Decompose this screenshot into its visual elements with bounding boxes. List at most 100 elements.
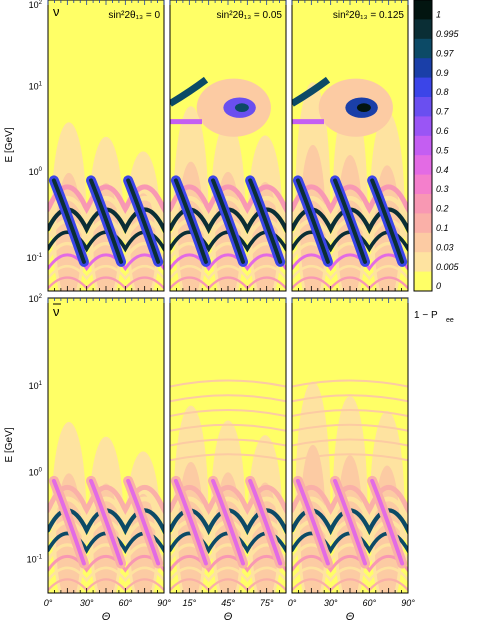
oscillation-band [292,196,408,225]
oscillation-band [170,453,286,462]
oscillation-band [292,253,408,272]
colorbar-swatch [414,271,432,292]
resonance-streak [51,478,86,566]
oscillation-band [170,423,286,432]
y-tick-label: 101 [29,82,43,92]
panel-antineutrino-theta0 [47,297,165,594]
colorbar-tick-label: 0.2 [436,204,449,214]
panel-antineutrino-theta0125 [291,297,409,594]
colorbar-swatch [414,58,432,79]
colorbar-tick-label: 0.97 [436,48,455,58]
resonance-streak [126,478,161,566]
oscillation-band [292,207,408,235]
colorbar-swatch [414,135,432,156]
colorbar-tick-label: 0.5 [436,145,450,155]
colorbar-swatch [414,38,432,59]
resonance-streak [333,178,368,264]
oscillation-band [48,566,164,583]
x-tick-label: 90° [401,598,415,608]
resonance-streak [170,76,209,107]
colorbar-tick-label: 0.4 [436,165,449,175]
y-tick-label: 100 [29,468,43,478]
oscillation-band [170,485,286,517]
oscillation-band [170,566,286,583]
panel-neutrino-theta005 [169,0,287,292]
colorbar-tick-label: 0.995 [436,29,460,39]
colorbar-tick-label: 1 [436,10,441,20]
oscillation-band [292,508,408,536]
resonance-streak [295,478,330,566]
x-axis-label-left: Θ [102,611,111,623]
resonance-streak [292,76,331,107]
oscillation-band [170,394,286,403]
colorbar-tick-label: 0.7 [436,107,450,117]
oscillation-band [292,394,408,403]
oscillation-band [292,423,408,432]
resonance-streak [173,178,208,264]
x-tick-label: 45° [221,598,235,608]
colorbar-swatch [414,116,432,137]
colorbar-tick-label: 0.03 [436,242,454,252]
panel-neutrino-theta0 [47,0,165,292]
oscillation-band [48,253,164,272]
oscillation-band [170,508,286,536]
x-tick-label: 0° [288,598,297,608]
oscillation-band [170,253,286,272]
oscillation-band [292,453,408,462]
colorbar-tick-label: 0.3 [436,184,449,194]
resonance-streak [333,478,368,566]
resonance-streak [211,478,246,566]
colorbar-swatch [414,77,432,98]
x-tick-label: 60° [363,598,377,608]
oscillation-band [292,554,408,573]
resonance-streak [295,178,330,264]
panel-annotation-theta005: sin²2θ₁₃ = 0.05 [216,10,282,21]
colorbar-tick-label: 0.6 [436,126,449,136]
resonance-core [234,103,249,113]
y-tick-label: 100 [29,167,43,177]
tick-marks [47,0,409,593]
y-tick-labels: 102 101 100 10-1 102 101 100 10-1 [27,0,43,564]
y-axis-label-text: E [GeV] [4,427,15,462]
contour-bands [170,379,286,593]
y-axis-label-bottom: E [GeV] [4,427,15,462]
x-tick-label: 15° [183,598,197,608]
resonance-streak [370,178,405,264]
resonance-streak [51,178,86,264]
colorbar-swatch [414,232,432,253]
colorbar-swatch [414,213,432,234]
y-axis-label-text: E [GeV] [4,127,15,162]
y-tick-label: 102 [29,0,43,10]
resonance-streak [248,178,283,264]
oscillation-band [292,566,408,583]
panel-neutrino-theta0125 [291,0,409,292]
x-axis-label-middle: Θ [224,611,233,623]
y-tick-label: 10-1 [27,253,43,263]
oscillation-band [170,554,286,573]
colorbar-frame [413,0,433,292]
oscillation-band [48,496,164,527]
colorbar-swatch [414,19,432,40]
y-tick-label: 10-1 [27,554,43,564]
x-tick-label: 90° [157,598,171,608]
oscillation-band [292,264,408,281]
colorbar: 1 0.995 0.97 0.9 0.8 0.7 0.6 0.5 0.4 0.3 0.2 0.1 0.0… [413,0,460,292]
colorbar-swatch [414,97,432,117]
x-tick-label: 0° [44,598,53,608]
resonance-streak [89,478,124,566]
panel-annotation-theta0: sin²2θ₁₃ = 0 [108,10,160,21]
colorbar-swatch [414,194,432,214]
oscillation-band [48,508,164,536]
resonance-streak [89,178,124,264]
colorbar-tick-label: 0.005 [436,262,460,272]
colorbar-swatch [414,0,432,20]
oscillation-band [48,196,164,225]
oscillation-band [170,496,286,527]
oscillation-band [48,554,164,573]
x-tick-label: 30° [80,598,94,608]
y-tick-label: 101 [29,381,43,391]
oscillation-band [48,264,164,281]
oscillation-band [170,196,286,225]
x-tick-label: 30° [324,598,338,608]
